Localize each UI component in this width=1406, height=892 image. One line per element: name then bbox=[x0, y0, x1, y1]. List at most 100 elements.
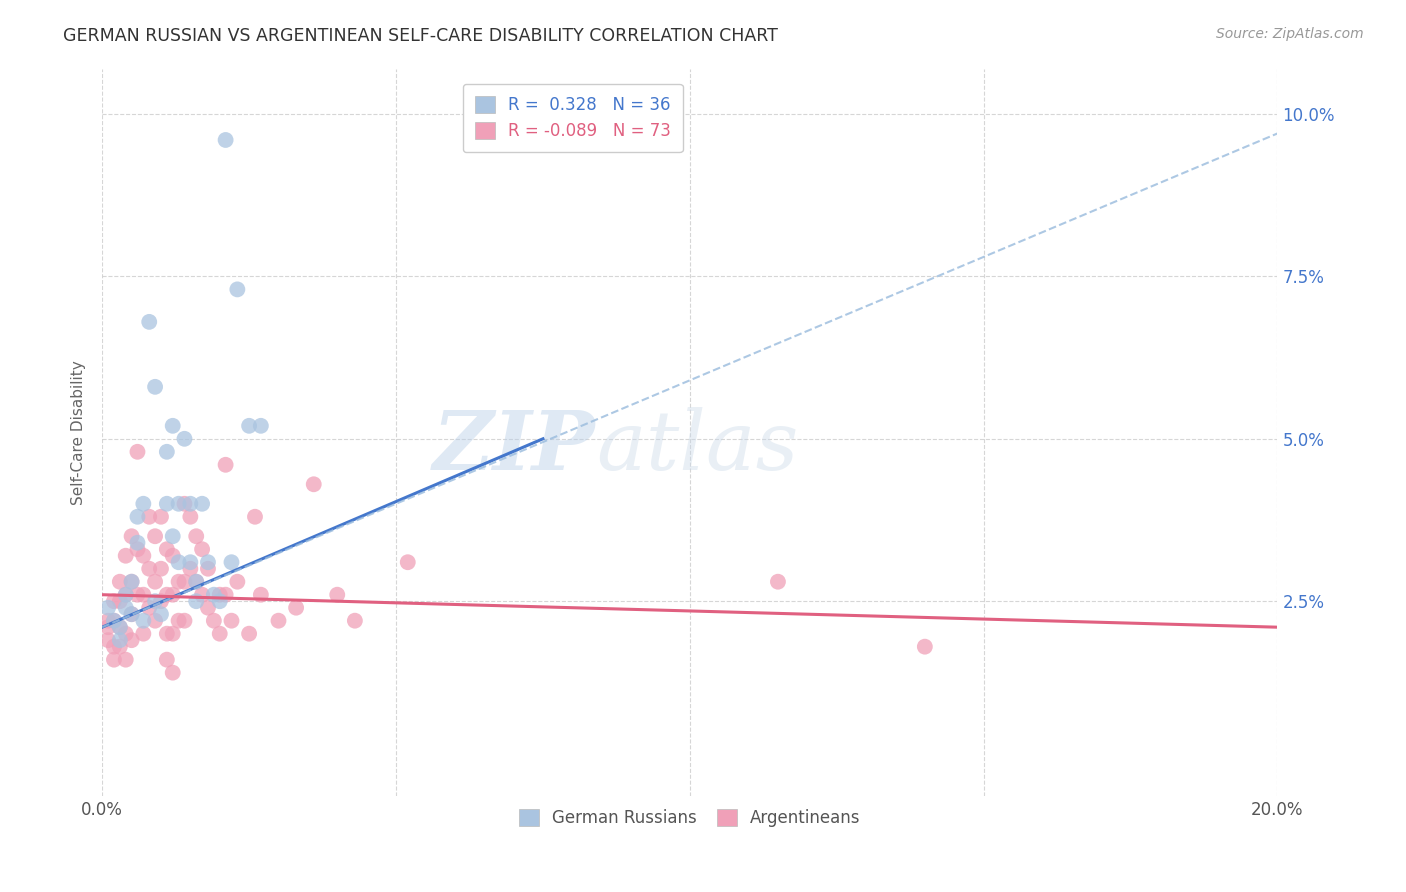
Point bbox=[191, 497, 214, 511]
Point bbox=[114, 588, 136, 602]
Point bbox=[114, 653, 136, 667]
Point bbox=[103, 614, 125, 628]
Point bbox=[143, 594, 166, 608]
Point bbox=[156, 588, 179, 602]
Point bbox=[97, 620, 120, 634]
Point bbox=[108, 640, 131, 654]
Point bbox=[173, 574, 195, 589]
Point bbox=[149, 509, 172, 524]
Point bbox=[267, 614, 290, 628]
Point bbox=[149, 607, 172, 622]
Point bbox=[156, 653, 179, 667]
Point bbox=[208, 594, 231, 608]
Point bbox=[156, 497, 179, 511]
Text: ZIP: ZIP bbox=[433, 407, 596, 487]
Point bbox=[186, 594, 208, 608]
Text: GERMAN RUSSIAN VS ARGENTINEAN SELF-CARE DISABILITY CORRELATION CHART: GERMAN RUSSIAN VS ARGENTINEAN SELF-CARE … bbox=[63, 27, 778, 45]
Point bbox=[108, 594, 131, 608]
Point bbox=[132, 588, 155, 602]
Point bbox=[156, 542, 179, 557]
Point bbox=[326, 588, 349, 602]
Point bbox=[214, 133, 236, 147]
Point bbox=[197, 555, 219, 569]
Point bbox=[121, 529, 143, 543]
Point bbox=[103, 653, 125, 667]
Point bbox=[173, 432, 195, 446]
Point bbox=[214, 588, 236, 602]
Point bbox=[138, 315, 160, 329]
Legend: German Russians, Argentineans: German Russians, Argentineans bbox=[510, 800, 869, 835]
Point bbox=[162, 588, 184, 602]
Point bbox=[179, 509, 201, 524]
Point bbox=[108, 633, 131, 648]
Point bbox=[121, 607, 143, 622]
Point bbox=[132, 549, 155, 563]
Point bbox=[127, 542, 149, 557]
Point bbox=[243, 509, 266, 524]
Point bbox=[226, 282, 249, 296]
Point bbox=[167, 497, 190, 511]
Point bbox=[238, 626, 260, 640]
Point bbox=[250, 588, 273, 602]
Point bbox=[186, 574, 208, 589]
Point bbox=[162, 626, 184, 640]
Point bbox=[208, 588, 231, 602]
Point bbox=[221, 555, 243, 569]
Point bbox=[179, 497, 201, 511]
Point bbox=[114, 626, 136, 640]
Point bbox=[191, 588, 214, 602]
Point bbox=[226, 574, 249, 589]
Point bbox=[138, 600, 160, 615]
Point bbox=[114, 549, 136, 563]
Point bbox=[132, 497, 155, 511]
Point bbox=[103, 614, 125, 628]
Point bbox=[121, 574, 143, 589]
Point bbox=[127, 509, 149, 524]
Point bbox=[173, 614, 195, 628]
Point bbox=[238, 418, 260, 433]
Point bbox=[121, 574, 143, 589]
Point bbox=[108, 620, 131, 634]
Point bbox=[167, 555, 190, 569]
Point bbox=[162, 418, 184, 433]
Point bbox=[156, 444, 179, 458]
Point bbox=[127, 444, 149, 458]
Point bbox=[250, 418, 273, 433]
Point bbox=[179, 555, 201, 569]
Point bbox=[186, 574, 208, 589]
Point bbox=[114, 600, 136, 615]
Point bbox=[285, 600, 308, 615]
Point bbox=[127, 588, 149, 602]
Point bbox=[97, 600, 120, 615]
Point bbox=[149, 594, 172, 608]
Point bbox=[186, 529, 208, 543]
Point bbox=[914, 640, 936, 654]
Point bbox=[343, 614, 366, 628]
Point bbox=[167, 574, 190, 589]
Point bbox=[97, 614, 120, 628]
Point bbox=[149, 562, 172, 576]
Point bbox=[221, 614, 243, 628]
Point bbox=[156, 626, 179, 640]
Point bbox=[132, 614, 155, 628]
Point bbox=[132, 626, 155, 640]
Point bbox=[114, 588, 136, 602]
Point bbox=[173, 497, 195, 511]
Y-axis label: Self-Care Disability: Self-Care Disability bbox=[72, 360, 86, 505]
Point bbox=[208, 626, 231, 640]
Point bbox=[108, 620, 131, 634]
Point bbox=[127, 535, 149, 549]
Point bbox=[766, 574, 789, 589]
Point bbox=[143, 614, 166, 628]
Point bbox=[103, 640, 125, 654]
Text: Source: ZipAtlas.com: Source: ZipAtlas.com bbox=[1216, 27, 1364, 41]
Point bbox=[162, 529, 184, 543]
Point bbox=[202, 588, 225, 602]
Point bbox=[121, 633, 143, 648]
Text: atlas: atlas bbox=[596, 407, 799, 487]
Point bbox=[396, 555, 419, 569]
Point bbox=[143, 574, 166, 589]
Point bbox=[197, 562, 219, 576]
Point bbox=[143, 529, 166, 543]
Point bbox=[202, 614, 225, 628]
